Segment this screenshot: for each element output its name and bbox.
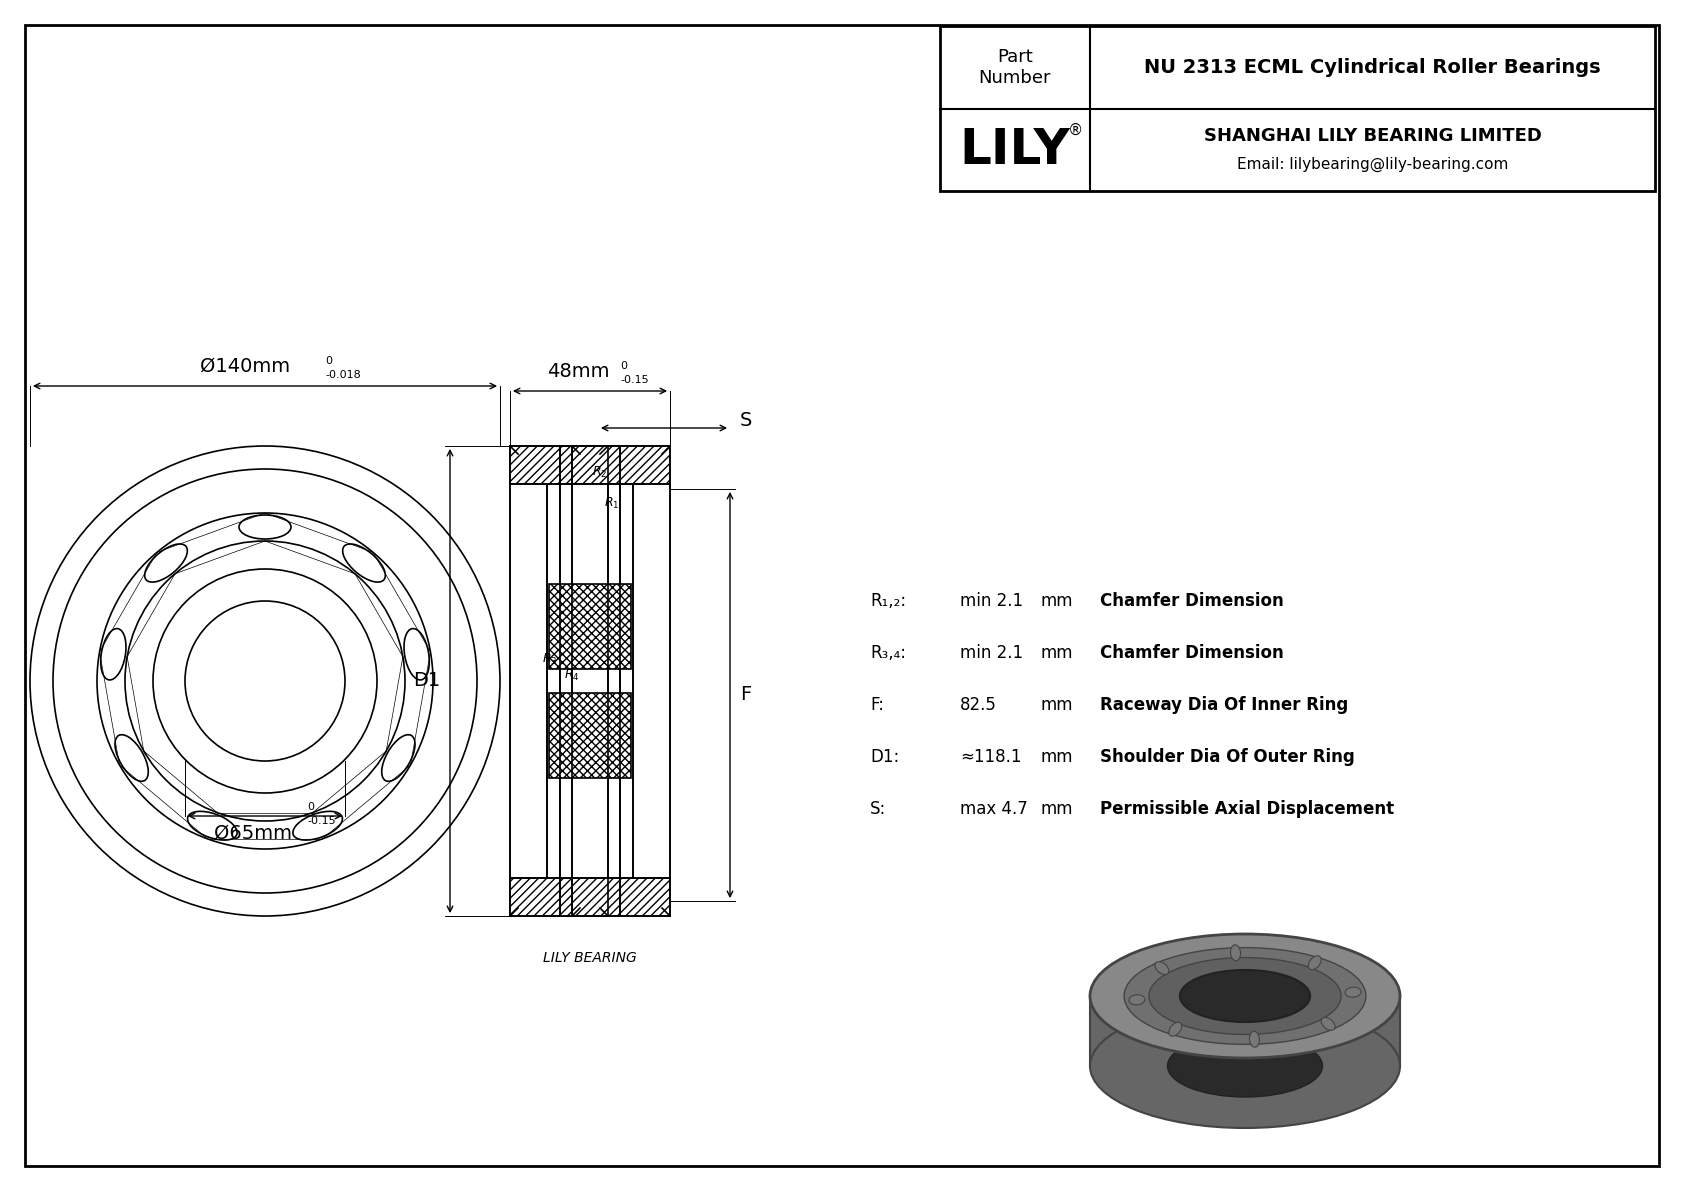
Text: 0: 0 [325, 356, 332, 366]
Text: max 4.7: max 4.7 [960, 800, 1027, 818]
Text: mm: mm [1041, 800, 1073, 818]
Bar [561, 484, 620, 878]
Text: D1:: D1: [871, 748, 899, 766]
Text: Chamfer Dimension: Chamfer Dimension [1100, 592, 1283, 610]
Text: 82.5: 82.5 [960, 696, 997, 713]
Text: min 2.1: min 2.1 [960, 644, 1024, 662]
Ellipse shape [1125, 948, 1366, 1045]
Text: Email: lilybearing@lily-bearing.com: Email: lilybearing@lily-bearing.com [1236, 156, 1509, 172]
Text: Ø65mm: Ø65mm [214, 824, 291, 843]
Text: SHANGHAI LILY BEARING LIMITED: SHANGHAI LILY BEARING LIMITED [1204, 127, 1541, 145]
Ellipse shape [1231, 944, 1241, 961]
Text: Permissible Axial Displacement: Permissible Axial Displacement [1100, 800, 1394, 818]
Ellipse shape [1090, 934, 1399, 1058]
Text: -0.15: -0.15 [306, 816, 335, 827]
Ellipse shape [1180, 969, 1310, 1022]
Ellipse shape [1322, 1017, 1335, 1030]
Text: min 2.1: min 2.1 [960, 592, 1024, 610]
Ellipse shape [1167, 1035, 1322, 1097]
Bar [510, 445, 670, 484]
Text: Part
Number: Part Number [978, 48, 1051, 87]
Ellipse shape [1148, 958, 1340, 1035]
Bar [561, 878, 573, 916]
Bar [633, 484, 670, 878]
Ellipse shape [1250, 1031, 1260, 1047]
Polygon shape [1090, 996, 1399, 1066]
Text: F:: F: [871, 696, 884, 713]
Text: 0: 0 [306, 802, 313, 812]
Ellipse shape [1090, 1004, 1399, 1128]
Ellipse shape [1155, 961, 1169, 974]
Bar [940, 26, 1655, 191]
Text: mm: mm [1041, 592, 1073, 610]
Text: -0.15: -0.15 [620, 375, 648, 385]
Bar [561, 484, 573, 878]
Text: $R_3$: $R_3$ [542, 651, 557, 667]
Text: Ø140mm: Ø140mm [200, 357, 290, 376]
Text: $R_1$: $R_1$ [605, 495, 620, 511]
Text: S:: S: [871, 800, 886, 818]
Text: mm: mm [1041, 748, 1073, 766]
Bar [510, 484, 547, 878]
Text: LILY: LILY [960, 126, 1071, 174]
Text: R₁,₂:: R₁,₂: [871, 592, 906, 610]
Text: LILY BEARING: LILY BEARING [544, 950, 637, 965]
Text: D1: D1 [413, 672, 440, 691]
Text: NU 2313 ECML Cylindrical Roller Bearings: NU 2313 ECML Cylindrical Roller Bearings [1143, 58, 1601, 77]
Bar [549, 584, 632, 669]
Bar [573, 445, 620, 484]
Ellipse shape [1346, 987, 1361, 997]
Text: S: S [739, 411, 753, 430]
Bar [573, 878, 620, 916]
Text: ®: ® [1068, 123, 1083, 137]
Bar [510, 878, 670, 916]
Text: mm: mm [1041, 696, 1073, 713]
Text: R₃,₄:: R₃,₄: [871, 644, 906, 662]
Text: Raceway Dia Of Inner Ring: Raceway Dia Of Inner Ring [1100, 696, 1349, 713]
Text: mm: mm [1041, 644, 1073, 662]
Text: -0.018: -0.018 [325, 370, 360, 380]
Text: 0: 0 [620, 361, 626, 372]
Bar [549, 693, 632, 778]
Text: Chamfer Dimension: Chamfer Dimension [1100, 644, 1283, 662]
Text: 48mm: 48mm [547, 362, 610, 381]
Ellipse shape [1308, 956, 1322, 969]
Ellipse shape [1128, 994, 1145, 1005]
Bar [561, 445, 573, 484]
Text: F: F [739, 686, 751, 705]
Text: $R_2$: $R_2$ [593, 464, 608, 480]
Text: ≈118.1: ≈118.1 [960, 748, 1022, 766]
Text: Shoulder Dia Of Outer Ring: Shoulder Dia Of Outer Ring [1100, 748, 1354, 766]
Bar [608, 484, 620, 878]
Text: $R_4$: $R_4$ [564, 667, 579, 682]
Ellipse shape [1169, 1022, 1182, 1036]
